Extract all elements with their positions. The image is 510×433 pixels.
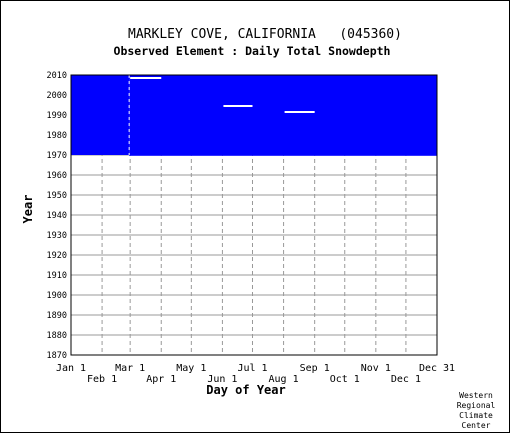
x-tick-labels: Jan 1 Mar 1 May 1 Jul 1 Sep 1 Nov 1 Dec 31 Feb … — [56, 363, 455, 385]
y-tick-label: 1940 — [47, 211, 67, 221]
y-tick-label: 2000 — [47, 91, 67, 101]
credit-line-4: Center — [462, 421, 491, 430]
y-tick-label: 1980 — [47, 131, 67, 141]
x-tick-label: Dec 1 — [391, 374, 421, 385]
x-tick-label: Oct 1 — [330, 374, 360, 385]
chart-title: MARKLEY COVE, CALIFORNIA (045360) — [128, 27, 402, 42]
x-tick-label: Feb 1 — [87, 374, 117, 385]
y-tick-label: 1950 — [47, 191, 67, 201]
coverage-bar — [129, 75, 437, 156]
gap-marks — [130, 77, 315, 113]
y-tick-label: 1900 — [47, 291, 67, 301]
credit-line-2: Regional — [457, 401, 496, 410]
y-axis-label: Year — [21, 195, 35, 224]
x-tick-label: Apr 1 — [146, 374, 176, 385]
x-tick-label: Nov 1 — [361, 363, 391, 374]
y-tick-labels: 1870 1880 1890 1900 1910 1920 1930 1940 1950 1960… — [47, 71, 67, 361]
y-tick-label: 1880 — [47, 331, 67, 341]
y-tick-label: 1890 — [47, 311, 67, 321]
coverage-bars — [71, 75, 437, 156]
gap-mark — [284, 111, 315, 113]
x-tick-label: Aug 1 — [269, 374, 299, 385]
y-tick-label: 1930 — [47, 231, 67, 241]
chart-subtitle: Observed Element : Daily Total Snowdepth — [114, 44, 391, 58]
x-tick-label: May 1 — [176, 363, 206, 374]
gap-mark — [130, 77, 162, 79]
gap-mark — [223, 105, 253, 107]
y-tick-label: 2010 — [47, 71, 67, 81]
x-tick-label: Mar 1 — [115, 363, 145, 374]
y-tick-label: 1990 — [47, 111, 67, 121]
credit-line-3: Climate — [459, 411, 493, 420]
y-tick-label: 1960 — [47, 171, 67, 181]
x-axis-label: Day of Year — [206, 383, 285, 397]
x-tick-label: Dec 31 — [419, 363, 455, 374]
x-tick-label: Jul 1 — [237, 363, 267, 374]
x-tick-label: Jun 1 — [207, 374, 237, 385]
coverage-bar — [71, 75, 130, 155]
plot-border — [70, 74, 438, 356]
credit-line-1: Western — [459, 391, 493, 400]
x-tick-label: Sep 1 — [300, 363, 330, 374]
y-tick-label: 1920 — [47, 251, 67, 261]
y-tick-label: 1910 — [47, 271, 67, 281]
y-tick-label: 1970 — [47, 151, 67, 161]
x-tick-label: Jan 1 — [56, 363, 86, 374]
y-tick-label: 1870 — [47, 351, 67, 361]
